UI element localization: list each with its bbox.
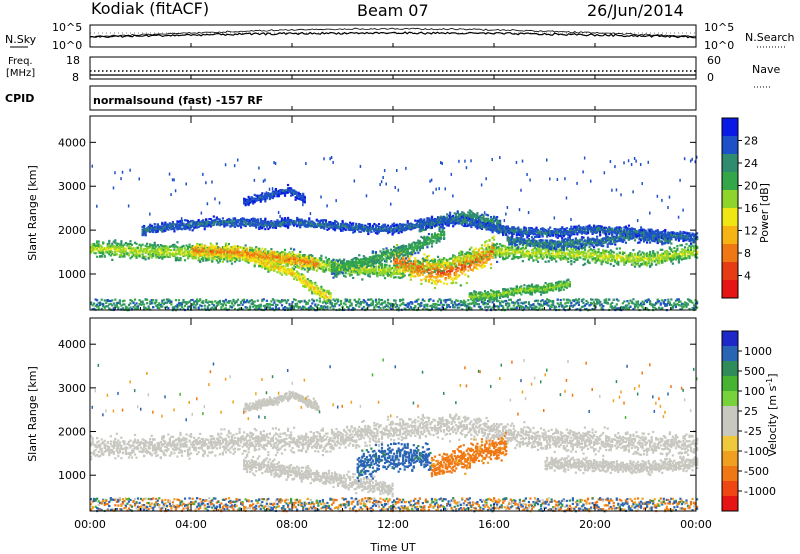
date-label: 26/Jun/2014 (587, 1, 684, 20)
nsearch-tick-bottom: 10^0 (704, 39, 734, 52)
power-colorbar-segment (722, 262, 738, 281)
nave-tick-top: 60 (707, 54, 721, 67)
velocity-colorbar (721, 330, 739, 512)
beam-label: Beam 07 (357, 1, 429, 20)
nsearch-label: N.Search (745, 31, 795, 44)
velocity-colorbar-tick: 500 (744, 365, 765, 378)
ytick-label: 4000 (58, 338, 86, 351)
power-colorbar-segment (722, 244, 738, 263)
power-ylabel: Slant Range [km] (26, 165, 39, 261)
ytick-label: 2000 (58, 224, 86, 237)
nsky-label: N.Sky (5, 33, 37, 46)
nsearch-tick-top: 10^5 (704, 21, 734, 34)
velocity-panel: 1000 2000 3000 4000 00:00 04:00 08:00 12:00 16:… (26, 317, 779, 554)
velocity-colorbar-segment (722, 346, 738, 362)
freq-tick-bottom: 8 (72, 71, 79, 84)
ytick-label: 3000 (58, 382, 86, 395)
power-colorbar-tick: 24 (744, 157, 758, 170)
freq-label: Freq. (8, 56, 33, 67)
station-title: Kodiak (fitACF) (91, 0, 209, 18)
nsky-panel: N.Sky 10^5 10^0 10^5 10^0 N.Search (5, 21, 795, 52)
xtick-label: 20:00 (579, 518, 611, 531)
xtick-label: 16:00 (478, 518, 510, 531)
ytick-label: 4000 (58, 136, 86, 149)
nsky-tick-bottom: 10^0 (52, 39, 82, 52)
ytick-label: 2000 (58, 426, 86, 439)
velocity-colorbar-segment (722, 451, 738, 467)
velocity-colorbar-segment (722, 421, 738, 437)
velocity-colorbar-tick: -25 (744, 425, 762, 438)
velocity-colorbar-segment (722, 391, 738, 407)
velocity-plot-frame (89, 317, 697, 512)
velocity-colorbar-segment (722, 481, 738, 497)
power-colorbar-tick: 16 (744, 202, 758, 215)
time-axis-label: Time UT (369, 541, 415, 554)
nsky-trace (89, 31, 697, 39)
power-colorbar-tick: 12 (744, 225, 758, 238)
power-colorbar-segment (722, 190, 738, 209)
velocity-scatter (90, 358, 699, 513)
velocity-colorbar-segment (722, 361, 738, 377)
velocity-colorbar-tick: -1000 (744, 485, 776, 498)
velocity-colorbar-label: Velocity [m s-1] (765, 373, 779, 456)
xtick-label: 04:00 (175, 518, 207, 531)
freq-tick-top: 18 (66, 54, 80, 67)
power-plot-frame (89, 115, 697, 311)
nsky-tick-top: 10^5 (52, 21, 82, 34)
xtick-label: 12:00 (377, 518, 409, 531)
cpid-text: normalsound (fast) -157 RF (93, 94, 263, 107)
velocity-colorbar-segment (722, 436, 738, 452)
velocity-colorbar-segment (722, 496, 738, 512)
power-colorbar-segment (722, 280, 738, 299)
ytick-label: 3000 (58, 180, 86, 193)
velocity-colorbar-tick: 25 (744, 405, 758, 418)
ytick-label: 1000 (58, 469, 86, 482)
xtick-label: 00:00 (680, 518, 712, 531)
nsearch-trace (89, 27, 697, 38)
freq-panel: Freq. [MHz] 18 8 60 0 Nave (6, 54, 780, 88)
power-colorbar-segment (722, 154, 738, 173)
nave-tick-bottom: 0 (707, 71, 714, 84)
power-scatter (90, 155, 699, 312)
velocity-colorbar-tick: 100 (744, 385, 765, 398)
power-colorbar-label: Power [dB] (758, 183, 771, 243)
power-colorbar-tick: 8 (744, 247, 751, 260)
power-colorbar-tick: 4 (744, 270, 751, 283)
power-colorbar-segment (722, 136, 738, 155)
cpid-label: CPID (5, 92, 34, 105)
power-colorbar (721, 117, 739, 299)
xtick-label: 00:00 (74, 518, 106, 531)
power-colorbar-segment (722, 118, 738, 137)
nave-label: Nave (752, 63, 780, 76)
velocity-colorbar-segment (722, 376, 738, 392)
velocity-colorbar-segment (722, 466, 738, 482)
power-colorbar-segment (722, 172, 738, 191)
power-colorbar-segment (722, 208, 738, 227)
ytick-label: 1000 (58, 268, 86, 281)
power-colorbar-tick: 20 (744, 180, 758, 193)
xtick-label: 08:00 (276, 518, 308, 531)
power-panel: 1000 2000 3000 4000 Slant Range [km] 28 24 20… (26, 115, 771, 312)
cpid-panel: CPID normalsound (fast) -157 RF (5, 85, 697, 111)
velocity-colorbar-segment (722, 331, 738, 347)
velocity-colorbar-tick: -100 (744, 445, 769, 458)
velocity-colorbar-tick: 1000 (744, 345, 772, 358)
velocity-colorbar-segment (722, 406, 738, 422)
power-colorbar-tick: 28 (744, 135, 758, 148)
freq-unit-label: [MHz] (6, 68, 35, 79)
velocity-ylabel: Slant Range [km] (26, 366, 39, 462)
velocity-colorbar-tick: -500 (744, 465, 769, 478)
power-colorbar-segment (722, 226, 738, 245)
